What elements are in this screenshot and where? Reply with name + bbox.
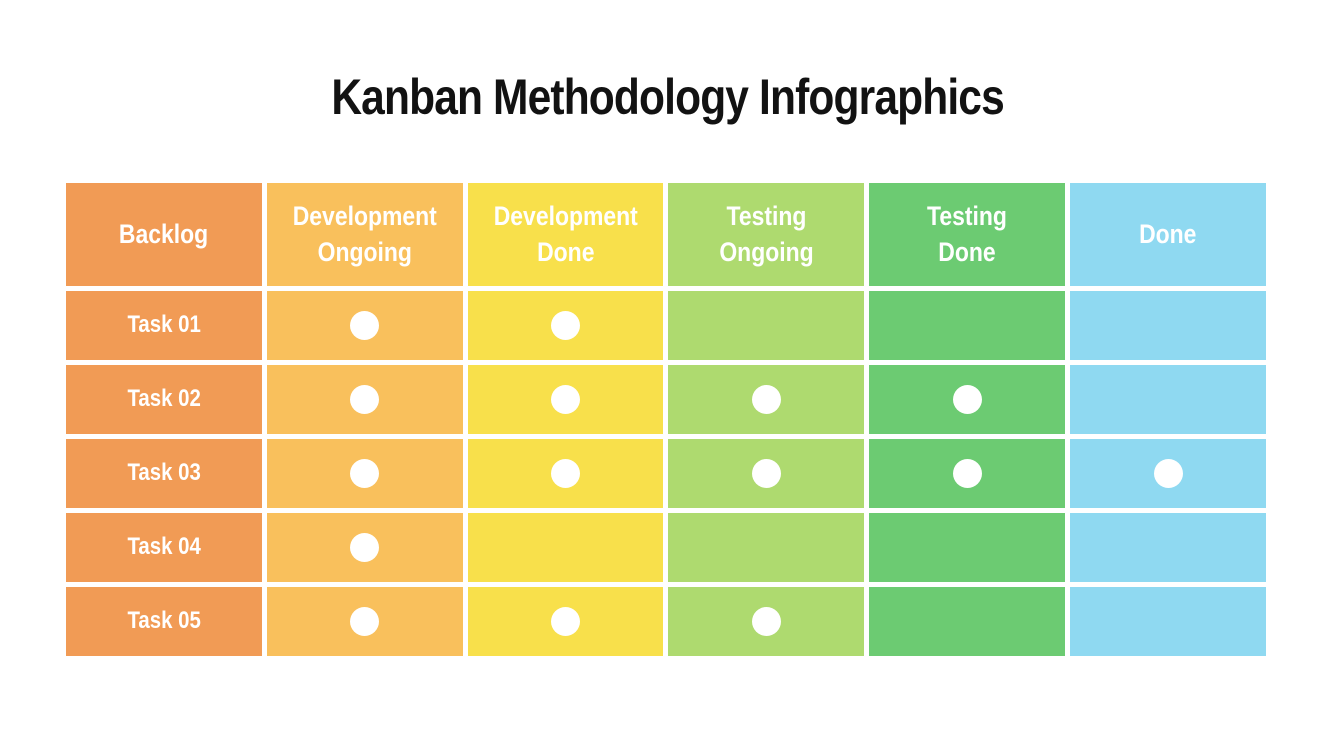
column-header-testing-done: Testing Done xyxy=(869,183,1066,286)
page-title-text: Kanban Methodology Infographics xyxy=(331,69,1005,125)
task-row-header-task-01: Task 01 xyxy=(66,291,262,360)
status-cell-task-02-development-ongoing xyxy=(266,365,463,434)
status-dot-icon xyxy=(551,385,581,414)
column-header-label: Done xyxy=(1139,218,1197,249)
page-title: Kanban Methodology Infographics xyxy=(0,70,1336,125)
column-header-backlog: Backlog xyxy=(66,183,262,286)
status-dot-icon xyxy=(952,459,982,488)
column-header-label: Testing Done xyxy=(927,201,1008,267)
column-header-testing-ongoing: Testing Ongoing xyxy=(668,183,865,286)
status-cell-task-05-development-ongoing xyxy=(266,587,463,656)
task-label: Task 02 xyxy=(127,385,201,413)
status-dot-icon xyxy=(350,385,380,414)
status-cell-task-05-testing-done xyxy=(869,587,1066,656)
status-cell-task-03-done xyxy=(1070,439,1266,508)
task-label: Task 03 xyxy=(127,459,201,487)
column-header-label: Development Ongoing xyxy=(292,201,437,267)
status-dot-icon xyxy=(350,459,380,488)
task-row-header-task-04: Task 04 xyxy=(66,513,262,582)
column-header-label: Development Done xyxy=(493,201,638,267)
status-cell-task-05-development-done xyxy=(467,587,664,656)
column-header-done: Done xyxy=(1070,183,1266,286)
status-cell-task-02-testing-done xyxy=(869,365,1066,434)
column-header-development-ongoing: Development Ongoing xyxy=(266,183,463,286)
column-header-development-done: Development Done xyxy=(467,183,664,286)
status-cell-task-05-testing-ongoing xyxy=(668,587,865,656)
task-label: Task 05 xyxy=(127,607,201,635)
status-dot-icon xyxy=(350,311,380,340)
status-cell-task-01-testing-ongoing xyxy=(668,291,865,360)
status-cell-task-01-testing-done xyxy=(869,291,1066,360)
column-header-label: Testing Ongoing xyxy=(719,201,814,267)
status-dot-icon xyxy=(350,533,380,562)
status-cell-task-03-testing-ongoing xyxy=(668,439,865,508)
status-dot-icon xyxy=(551,607,581,636)
status-dot-icon xyxy=(350,607,380,636)
task-label: Task 01 xyxy=(127,311,201,339)
status-cell-task-02-done xyxy=(1070,365,1266,434)
status-cell-task-03-development-ongoing xyxy=(266,439,463,508)
status-cell-task-03-testing-done xyxy=(869,439,1066,508)
task-row-header-task-03: Task 03 xyxy=(66,439,262,508)
task-label: Task 04 xyxy=(127,533,201,561)
kanban-table: Backlog Development Ongoing Development Do… xyxy=(66,183,1266,656)
status-cell-task-01-done xyxy=(1070,291,1266,360)
status-dot-icon xyxy=(751,607,781,636)
status-cell-task-02-development-done xyxy=(467,365,664,434)
task-row-header-task-05: Task 05 xyxy=(66,587,262,656)
status-cell-task-01-development-done xyxy=(467,291,664,360)
status-cell-task-04-development-ongoing xyxy=(266,513,463,582)
status-dot-icon xyxy=(551,311,581,340)
status-cell-task-04-done xyxy=(1070,513,1266,582)
status-cell-task-04-testing-done xyxy=(869,513,1066,582)
status-dot-icon xyxy=(952,385,982,414)
task-row-header-task-02: Task 02 xyxy=(66,365,262,434)
column-header-label: Backlog xyxy=(119,218,209,249)
status-cell-task-05-done xyxy=(1070,587,1266,656)
status-cell-task-04-testing-ongoing xyxy=(668,513,865,582)
status-dot-icon xyxy=(751,385,781,414)
status-cell-task-01-development-ongoing xyxy=(266,291,463,360)
status-dot-icon xyxy=(551,459,581,488)
status-dot-icon xyxy=(751,459,781,488)
status-cell-task-03-development-done xyxy=(467,439,664,508)
status-dot-icon xyxy=(1153,459,1183,488)
status-cell-task-02-testing-ongoing xyxy=(668,365,865,434)
status-cell-task-04-development-done xyxy=(467,513,664,582)
